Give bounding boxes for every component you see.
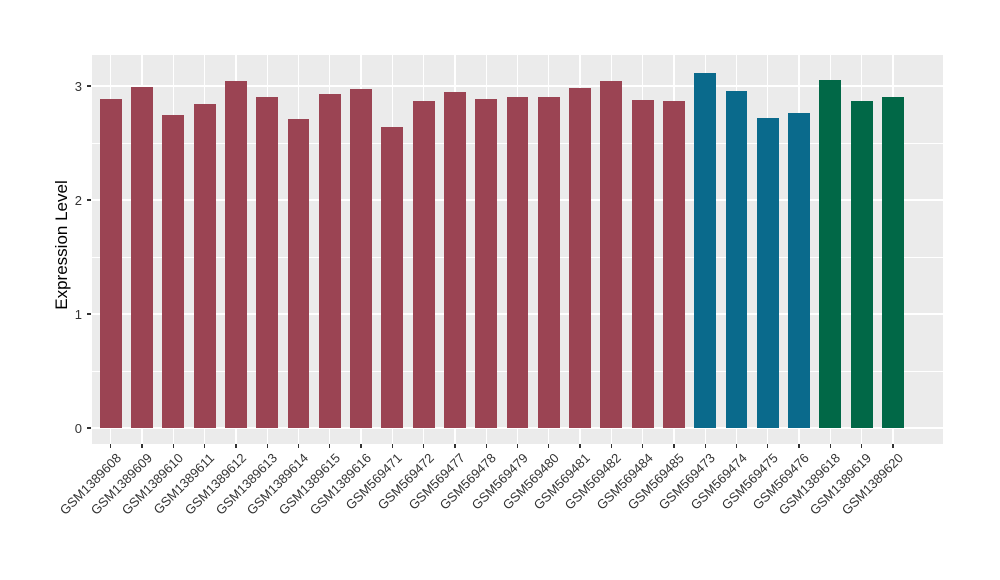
bar-GSM1389613 bbox=[256, 97, 279, 428]
y-tick-label-2: 2 bbox=[74, 192, 82, 208]
x-tick-GSM569471 bbox=[391, 444, 394, 448]
x-tick-GSM569479 bbox=[516, 444, 519, 448]
x-tick-GSM1389619 bbox=[860, 444, 863, 448]
x-tick-GSM1389614 bbox=[297, 444, 300, 448]
x-tick-GSM569484 bbox=[641, 444, 644, 448]
y-tick-3 bbox=[87, 85, 91, 87]
x-tick-GSM569474 bbox=[735, 444, 738, 448]
x-tick-GSM1389610 bbox=[172, 444, 175, 448]
bar-GSM1389619 bbox=[850, 100, 873, 428]
bar-GSM569476 bbox=[788, 113, 811, 428]
bar-GSM1389618 bbox=[819, 80, 842, 428]
x-tick-GSM1389615 bbox=[329, 444, 331, 448]
y-tick-label-0: 0 bbox=[74, 420, 82, 436]
x-tick-GSM1389612 bbox=[235, 444, 237, 448]
x-tick-GSM1389608 bbox=[110, 444, 112, 448]
bar-GSM569475 bbox=[756, 117, 779, 428]
bar-GSM569477 bbox=[443, 91, 466, 428]
x-tick-GSM1389616 bbox=[360, 444, 362, 448]
bar-GSM569472 bbox=[412, 100, 435, 428]
x-tick-GSM1389611 bbox=[203, 444, 206, 448]
bar-GSM569471 bbox=[381, 127, 404, 428]
x-tick-GSM569473 bbox=[704, 444, 706, 448]
x-tick-GSM1389609 bbox=[141, 444, 143, 448]
plot-panel bbox=[92, 55, 943, 444]
y-tick-label-3: 3 bbox=[74, 78, 82, 94]
bar-GSM1389615 bbox=[318, 93, 341, 428]
bar-GSM1389616 bbox=[350, 89, 372, 428]
y-tick-1 bbox=[87, 313, 91, 315]
x-tick-GSM569481 bbox=[579, 444, 581, 448]
bar-GSM1389610 bbox=[162, 114, 185, 428]
x-tick-GSM1389620 bbox=[892, 444, 894, 448]
x-tick-GSM1389613 bbox=[266, 444, 268, 448]
bar-GSM569482 bbox=[600, 81, 623, 428]
x-tick-GSM569478 bbox=[485, 444, 487, 448]
bar-GSM569478 bbox=[475, 98, 498, 428]
x-tick-GSM569485 bbox=[673, 444, 675, 448]
y-tick-label-1: 1 bbox=[74, 306, 82, 322]
x-tick-GSM569476 bbox=[798, 444, 800, 448]
bar-GSM569474 bbox=[725, 90, 748, 428]
bar-GSM569485 bbox=[662, 100, 685, 428]
bar-GSM569473 bbox=[694, 73, 717, 428]
x-tick-GSM569472 bbox=[422, 444, 425, 448]
bar-GSM569479 bbox=[506, 97, 529, 428]
x-tick-GSM1389618 bbox=[829, 444, 832, 448]
bar-GSM569484 bbox=[631, 99, 654, 428]
bar-GSM1389609 bbox=[131, 87, 153, 428]
bar-GSM569481 bbox=[569, 88, 591, 428]
bar-GSM1389612 bbox=[224, 81, 247, 428]
bar-GSM1389611 bbox=[193, 104, 216, 428]
y-tick-0 bbox=[87, 427, 91, 429]
x-tick-GSM569477 bbox=[454, 444, 456, 448]
bar-GSM569480 bbox=[537, 97, 560, 428]
y-tick-2 bbox=[87, 199, 91, 201]
bar-GSM1389620 bbox=[881, 97, 904, 428]
x-tick-GSM569475 bbox=[767, 444, 769, 448]
x-tick-GSM569480 bbox=[548, 444, 550, 448]
x-tick-GSM569482 bbox=[610, 444, 613, 448]
bar-GSM1389608 bbox=[99, 98, 122, 428]
bar-GSM1389614 bbox=[287, 119, 310, 428]
